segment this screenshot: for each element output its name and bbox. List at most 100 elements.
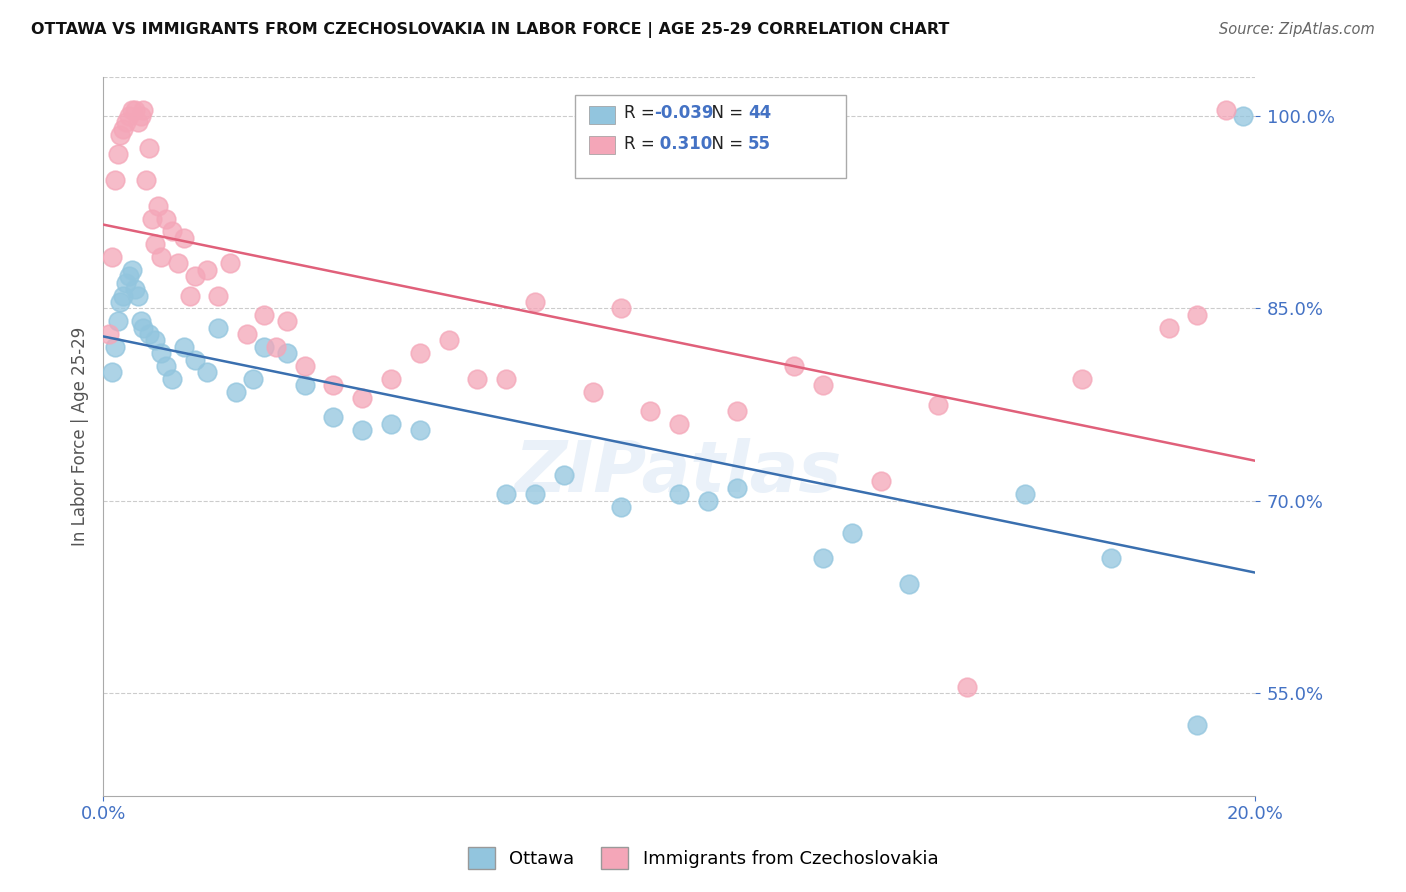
Point [118,269,141,284]
Text: 55: 55 [748,135,770,153]
Point [638,404,661,418]
Point [294,359,316,373]
Point [1071,372,1094,386]
Point [141,211,163,226]
Point [841,525,863,540]
Point [173,340,195,354]
Legend: Ottawa, Immigrants from Czechoslovakia: Ottawa, Immigrants from Czechoslovakia [460,839,946,876]
Text: R =: R = [624,135,659,153]
Point [127,115,149,129]
Point [155,359,177,373]
Point [276,346,298,360]
Point [115,276,138,290]
Point [264,340,287,354]
Point [143,334,166,348]
Point [127,288,149,302]
Point [437,334,460,348]
Point [155,211,177,226]
Point [380,372,402,386]
Point [1215,103,1237,117]
Point [149,250,172,264]
Point [927,398,949,412]
Point [696,493,718,508]
Point [869,475,891,489]
Point [380,417,402,431]
Point [783,359,806,373]
Point [956,680,979,694]
Point [276,314,298,328]
Point [167,256,190,270]
Point [129,109,152,123]
Point [253,308,276,322]
Point [236,326,259,341]
Point [725,404,748,418]
Point [207,320,229,334]
Point [582,384,605,399]
Point [668,417,690,431]
Point [121,103,143,117]
Point [100,366,122,380]
Point [811,378,834,392]
Point [253,340,276,354]
FancyBboxPatch shape [589,106,614,124]
Text: R =: R = [624,104,659,122]
Text: N =: N = [702,135,748,153]
Point [138,326,160,341]
Point [184,269,207,284]
Point [146,199,169,213]
Point [110,128,132,143]
Point [143,237,166,252]
Point [132,320,155,334]
Point [322,378,344,392]
Point [352,423,374,437]
Point [218,256,240,270]
Point [553,468,575,483]
Point [242,372,264,386]
Point [409,423,432,437]
Point [124,282,146,296]
Point [322,410,344,425]
Point [495,372,517,386]
Text: 0.310: 0.310 [654,135,711,153]
Point [610,500,633,515]
Point [121,263,143,277]
Point [107,314,129,328]
Point [124,103,146,117]
Point [524,487,547,501]
Point [138,141,160,155]
Point [184,352,207,367]
Point [112,288,135,302]
Text: -0.039: -0.039 [654,104,713,122]
Text: N =: N = [702,104,748,122]
Point [207,288,229,302]
Point [495,487,517,501]
Point [1157,320,1180,334]
Point [118,109,141,123]
Point [149,346,172,360]
Point [112,121,135,136]
Point [898,577,921,591]
Point [110,294,132,309]
Point [225,384,247,399]
Point [1187,718,1209,732]
Point [668,487,690,501]
FancyBboxPatch shape [575,95,846,178]
Y-axis label: In Labor Force | Age 25-29: In Labor Force | Age 25-29 [72,327,89,546]
Point [1232,109,1254,123]
Point [467,372,489,386]
Point [725,481,748,495]
Point [179,288,201,302]
Point [104,173,127,187]
Point [524,294,547,309]
Text: 44: 44 [748,104,772,122]
Point [294,378,316,392]
Point [610,301,633,316]
Point [811,551,834,566]
Point [195,366,218,380]
Point [173,231,195,245]
Point [352,391,374,405]
Point [104,340,127,354]
Point [1187,308,1209,322]
Point [100,250,122,264]
Point [409,346,432,360]
